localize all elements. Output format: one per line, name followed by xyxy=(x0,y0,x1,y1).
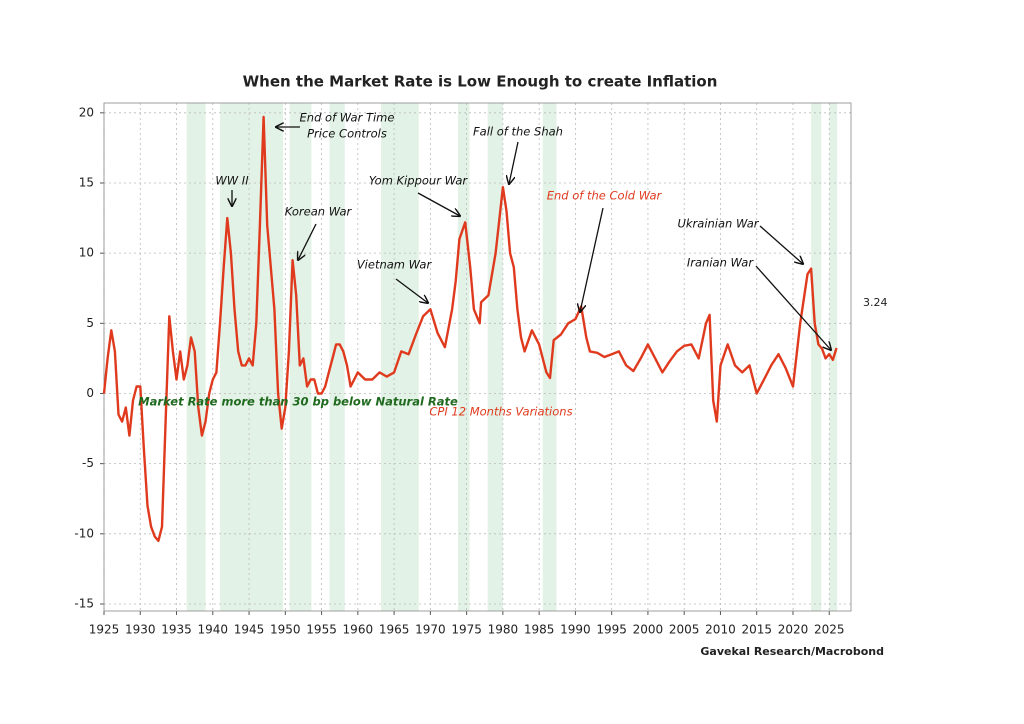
annotation: Price Controls xyxy=(307,127,387,141)
shaded-period xyxy=(329,103,345,611)
y-tick-label: -15 xyxy=(74,596,94,610)
x-tick-label: 2015 xyxy=(741,623,772,637)
annotation: Vietnam War xyxy=(357,258,433,272)
x-tick-label: 1945 xyxy=(234,623,265,637)
plot-frame xyxy=(103,102,852,612)
x-tick-label: 1960 xyxy=(343,623,374,637)
shaded-period xyxy=(811,103,822,611)
shaded-period xyxy=(457,103,470,611)
series-line xyxy=(102,115,838,542)
annotation: Fall of the Shah xyxy=(473,125,563,139)
annotation: End of War Time xyxy=(300,111,395,125)
x-tick-label: 1925 xyxy=(89,623,120,637)
y-tick-label: -5 xyxy=(82,456,94,470)
y-tick-label: 0 xyxy=(86,386,94,400)
x-tick-label: 1935 xyxy=(161,623,192,637)
annotation: WW II xyxy=(215,174,249,188)
x-tick-label: 2020 xyxy=(778,623,809,637)
y-tick-label: 10 xyxy=(79,246,94,260)
x-tick-label: 2005 xyxy=(669,623,700,637)
annotation-arrow xyxy=(755,265,831,350)
x-tick-label: 1965 xyxy=(379,623,410,637)
x-tick-label: 1985 xyxy=(524,623,555,637)
x-tick-label: 1995 xyxy=(596,623,627,637)
annotation: Ukrainian War xyxy=(677,217,759,231)
x-tick-label: 1975 xyxy=(451,623,482,637)
shaded-period xyxy=(220,103,284,611)
annotation-arrow xyxy=(759,225,803,264)
x-tick-label: 2000 xyxy=(633,623,664,637)
annotation-arrow xyxy=(509,141,519,184)
x-tick-label: 1990 xyxy=(560,623,591,637)
x-tick-label: 1940 xyxy=(198,623,229,637)
annotation-arrow xyxy=(395,278,428,303)
x-tick-label: 1930 xyxy=(125,623,156,637)
series-label: CPI 12 Months Variations xyxy=(429,405,572,419)
shading-label: Market Rate more than 30 bp below Natura… xyxy=(138,395,458,409)
y-tick-label: 5 xyxy=(86,316,94,330)
x-tick-label: 2010 xyxy=(705,623,736,637)
source: Gavekal Research/Macrobond xyxy=(700,645,884,658)
x-tick-label: 1955 xyxy=(306,623,337,637)
annotation: Iranian War xyxy=(687,256,754,270)
annotation: Yom Kippour War xyxy=(369,174,468,188)
chart-title: When the Market Rate is Low Enough to cr… xyxy=(243,73,718,91)
annotation-arrow xyxy=(298,223,317,260)
x-tick-label: 1980 xyxy=(488,623,519,637)
y-tick-label: -10 xyxy=(74,526,94,540)
last-value-label: 3.24 xyxy=(863,296,888,309)
annotation-arrow xyxy=(417,192,460,216)
shaded-period xyxy=(487,103,503,611)
annotation: End of the Cold War xyxy=(547,189,663,203)
shaded-period xyxy=(542,103,557,611)
y-tick-label: 15 xyxy=(79,175,94,189)
x-tick-label: 1950 xyxy=(270,623,301,637)
annotation-arrow xyxy=(580,207,604,312)
y-tick-label: 20 xyxy=(79,105,94,119)
x-tick-label: 2025 xyxy=(814,623,845,637)
annotation: Korean War xyxy=(285,205,353,219)
x-tick-label: 1970 xyxy=(415,623,446,637)
